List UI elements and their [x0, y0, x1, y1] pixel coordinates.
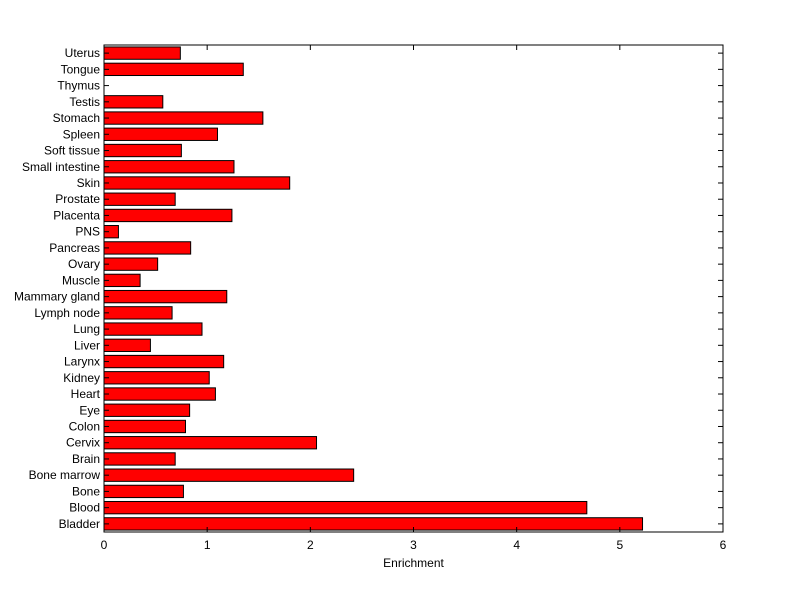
y-tick-label: Muscle — [62, 273, 100, 287]
bars-group — [103, 46, 644, 531]
y-tick-label: Placenta — [53, 208, 100, 222]
bar-uterus — [103, 46, 181, 60]
y-tick-label: Testis — [69, 95, 100, 109]
y-tick-label: Stomach — [53, 111, 100, 125]
bar-colon — [103, 419, 187, 434]
y-tick-label: Ovary — [68, 257, 100, 271]
x-tick-label: 3 — [410, 538, 417, 552]
bar-blood — [103, 500, 588, 515]
y-tick-label: Larynx — [64, 355, 100, 369]
bar-pancreas — [103, 241, 192, 255]
y-tick-label: Bone marrow — [29, 468, 101, 482]
x-tick-label: 1 — [204, 538, 211, 552]
y-tick-label: Small intestine — [22, 160, 100, 174]
bar-spleen — [103, 127, 218, 141]
bar-larynx — [103, 354, 225, 369]
x-tick-label: 4 — [513, 538, 520, 552]
bar-lymph-node — [103, 306, 173, 320]
y-tick-label: Lung — [73, 322, 100, 336]
y-tick-label: Liver — [74, 338, 100, 352]
bar-kidney — [103, 371, 210, 385]
y-tick-label: Soft tissue — [44, 144, 100, 158]
y-tick-label: PNS — [75, 225, 100, 239]
x-axis-label: Enrichment — [383, 556, 444, 570]
y-tick-label: Thymus — [57, 79, 100, 93]
bar-liver — [103, 338, 151, 352]
bar-tongue — [103, 62, 244, 77]
y-tick-label: Prostate — [55, 192, 100, 206]
y-tick-label: Heart — [71, 387, 101, 401]
x-tick-label: 0 — [101, 538, 108, 552]
bar-placenta — [103, 208, 233, 223]
bar-cervix — [103, 436, 318, 450]
ticks-group — [103, 45, 724, 532]
x-tick-label: 2 — [307, 538, 314, 552]
bar-bone — [103, 484, 184, 499]
bar-muscle — [103, 273, 141, 288]
y-tick-label: Blood — [69, 501, 100, 515]
bar-brain — [103, 452, 176, 466]
bar-soft-tissue — [103, 143, 182, 158]
y-tick-label: Uterus — [65, 46, 100, 60]
y-tick-label: Mammary gland — [14, 290, 100, 304]
labels-group: Bladder Blood Bone Bone marrow Brain Cervix Co… — [14, 46, 727, 552]
y-tick-label: Colon — [69, 419, 100, 433]
y-tick-label: Eye — [79, 403, 100, 417]
bar-ovary — [103, 257, 159, 271]
bar-lung — [103, 322, 203, 336]
bar-small-intestine — [103, 160, 235, 174]
y-tick-label: Skin — [77, 176, 100, 190]
x-tick-label: 6 — [720, 538, 727, 552]
y-tick-label: Bladder — [59, 517, 100, 531]
bar-prostate — [103, 192, 176, 206]
bar-bone-marrow — [103, 468, 355, 482]
y-tick-label: Cervix — [66, 436, 100, 450]
bar-mammary-gland — [103, 289, 228, 304]
y-tick-label: Brain — [72, 452, 100, 466]
y-tick-label: Lymph node — [34, 306, 100, 320]
y-tick-label: Kidney — [63, 371, 100, 385]
bar-stomach — [103, 111, 264, 125]
bar-heart — [103, 387, 216, 401]
x-tick-label: 5 — [616, 538, 623, 552]
bar-eye — [103, 403, 191, 417]
y-tick-label: Spleen — [63, 127, 100, 141]
bar-bladder — [103, 517, 644, 531]
y-tick-label: Pancreas — [49, 241, 100, 255]
y-tick-label: Bone — [72, 484, 100, 498]
bar-testis — [103, 95, 164, 109]
y-tick-label: Tongue — [61, 62, 101, 76]
bar-skin — [103, 176, 291, 190]
